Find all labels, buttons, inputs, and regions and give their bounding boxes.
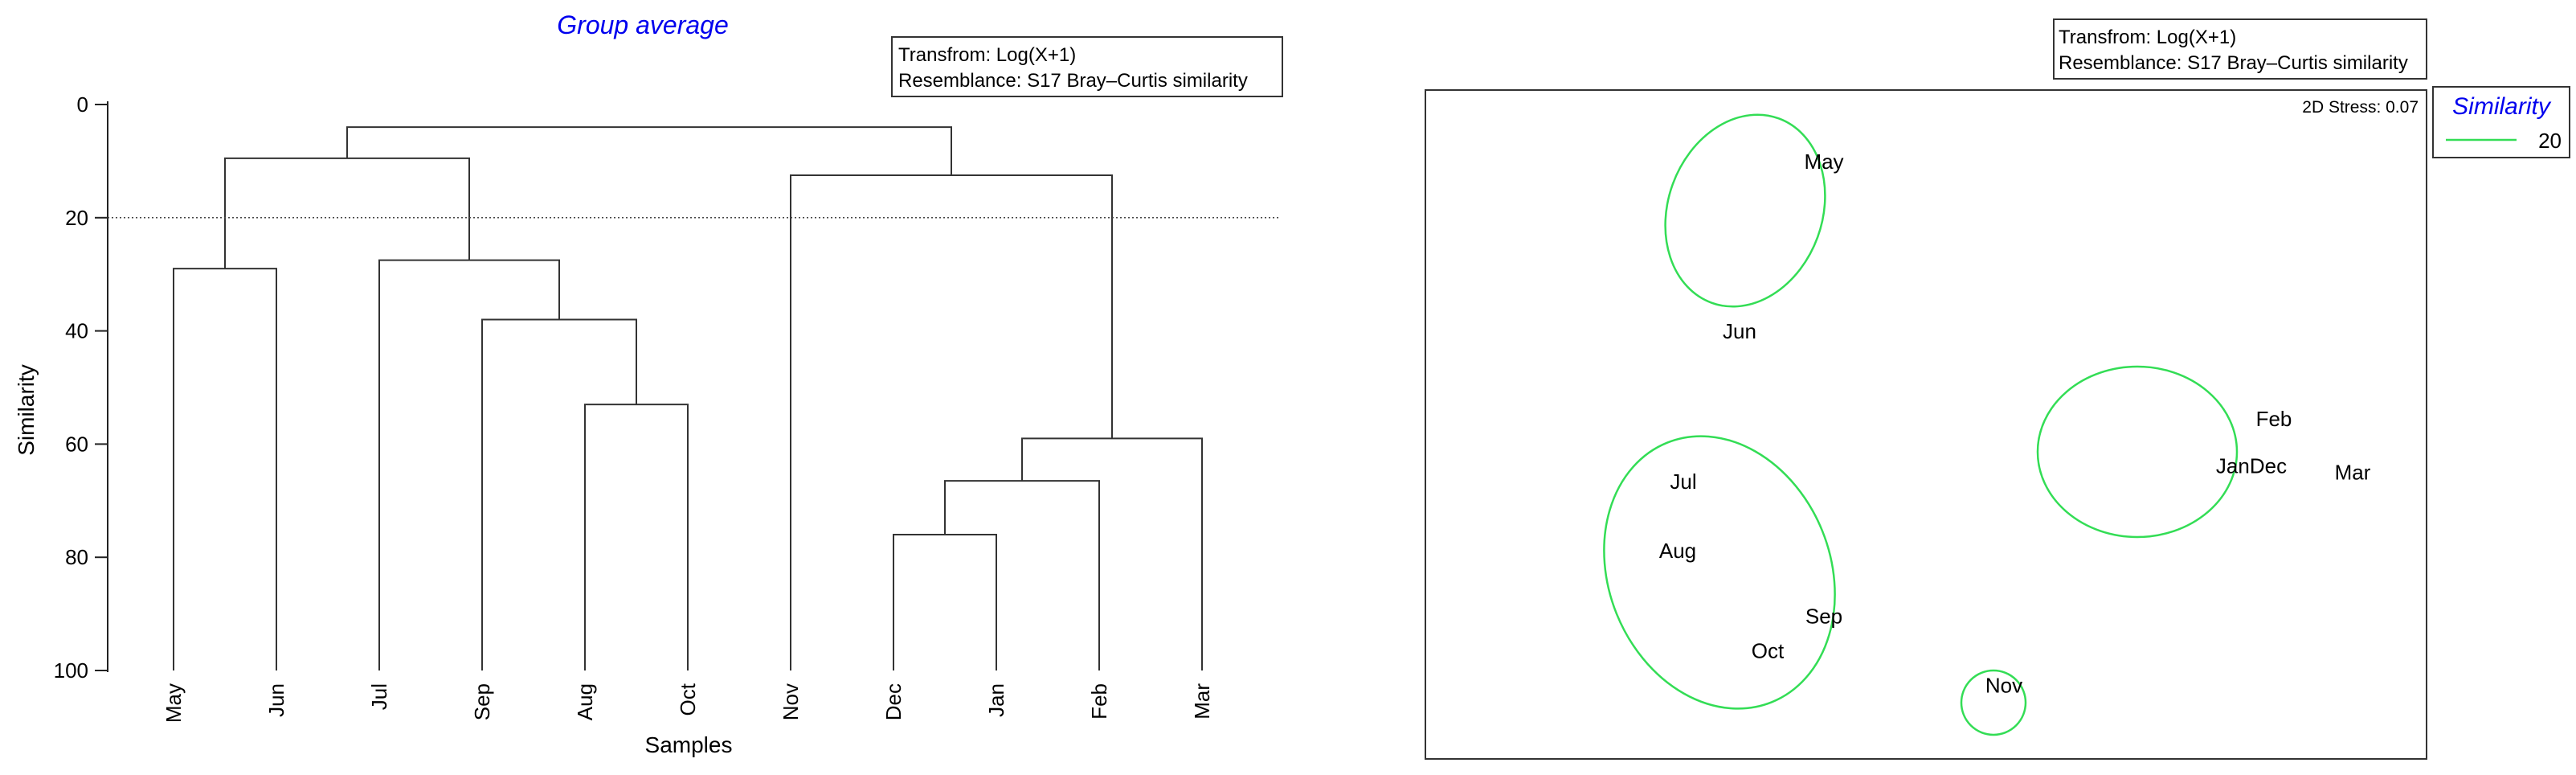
leaf-label: Dec [881,683,906,720]
leaf-label: Mar [1190,683,1214,720]
mds-legend: Similarity 20 [2432,86,2570,158]
mds-legend-value: 20 [2538,129,2562,153]
y-tick-label: 20 [65,206,88,230]
leaf-label: Nov [779,683,803,720]
leaf-label: Jan [984,683,1008,717]
mds-info-frame [2053,18,2427,80]
y-tick-label: 0 [77,92,88,117]
dendrogram-leaf-labels: May Jun Jul Sep Aug Oct Nov Dec Jan Feb Mar [162,683,1214,723]
mds-legend-title: Similarity [2452,93,2552,120]
mds-point-label: Oct [1752,639,1785,663]
mds-point-label: Feb [2256,407,2292,431]
dendrogram-title: Group average [557,10,728,39]
dendrogram-y-axis: 0 20 40 60 80 100 [54,92,108,683]
similarity-ellipse-jan-mar [2036,365,2239,539]
mds-point-label: Sep [1805,605,1842,629]
mds-legend-frame [2432,86,2570,158]
mds-info-resemblance: Resemblance: S17 Bray–Curtis similarity [2059,52,2408,74]
mds-point-label: JanDec [2216,454,2287,478]
dendrogram-link [584,404,689,670]
mds-point-label: Aug [1659,539,1696,563]
leaf-label: Aug [573,683,597,720]
mds-point-label: Nov [1985,674,2022,698]
dendrogram-link [790,174,1113,670]
dendrogram-panel: Group average Transfrom: Log(X+1) Resemb… [14,10,1283,757]
dendrogram-info-frame [891,36,1283,97]
mds-info-transform: Transfrom: Log(X+1) [2059,27,2236,48]
dendrogram-link [481,318,637,670]
dendrogram-link [1021,437,1203,670]
dendrogram-link [224,157,470,269]
mds-plot-frame [1425,89,2427,760]
mds-stress-label: 2D Stress: 0.07 [2302,98,2419,117]
dendrogram-info-box: Transfrom: Log(X+1) Resemblance: S17 Bra… [891,36,1283,97]
mds-info-box: Transfrom: Log(X+1) Resemblance: S17 Bra… [2053,18,2427,80]
dendrogram-info-resemblance: Resemblance: S17 Bray–Curtis similarity [898,70,1248,92]
dendrogram-links [173,126,1203,670]
leaf-label: Jun [264,683,288,717]
y-tick-label: 40 [65,319,88,343]
dendrogram-link [173,268,277,670]
dendrogram-x-label: Samples [645,732,733,757]
dendrogram-y-label: Similarity [14,364,39,456]
similarity-ellipse-nov [1960,669,2027,736]
mds-sample-labels: May Jun Jul Aug Sep Oct Nov Feb JanDec Mar [1659,150,2371,697]
mds-panel: Transfrom: Log(X+1) Resemblance: S17 Bra… [1425,18,2570,760]
leaf-label: Oct [676,683,700,716]
leaf-label: Sep [470,683,494,720]
similarity-ellipse-may-jun [1664,113,1826,308]
y-tick-label: 80 [65,545,88,569]
leaf-label: May [162,683,186,723]
mds-point-label: Jun [1723,319,1756,343]
mds-point-label: Mar [2335,460,2371,484]
dendrogram-link [944,480,1100,670]
y-tick-label: 60 [65,432,88,456]
mds-point-label: May [1804,150,1843,174]
mds-point-label: Jul [1670,470,1696,494]
dendrogram-link [346,126,952,175]
dendrogram-link [893,534,997,670]
mds-similarity-ellipses [1603,113,2239,736]
y-tick-label: 100 [54,658,88,683]
dendrogram-link [378,259,560,670]
leaf-label: Jul [367,683,391,710]
dendrogram-info-transform: Transfrom: Log(X+1) [898,44,1076,66]
leaf-label: Feb [1087,683,1111,720]
similarity-ellipse-jul-oct [1603,435,1836,710]
